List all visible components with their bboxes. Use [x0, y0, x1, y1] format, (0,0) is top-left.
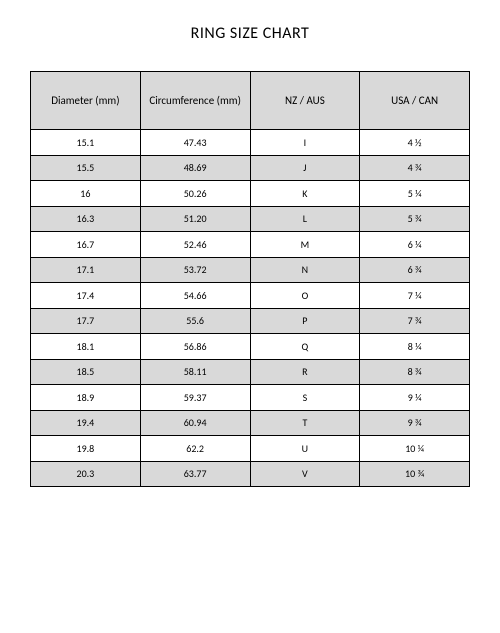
table-row: 16 50.26 K 5 ¼ [31, 181, 470, 207]
cell-circumference: 50.26 [140, 181, 250, 207]
cell-nz-aus: K [250, 181, 360, 207]
cell-circumference: 56.86 [140, 334, 250, 360]
col-circumference: Circumference (mm) [140, 72, 250, 130]
cell-nz-aus: I [250, 130, 360, 156]
table-row: 18.1 56.86 Q 8 ¼ [31, 334, 470, 360]
table-row: 17.4 54.66 O 7 ¼ [31, 283, 470, 309]
page-title: RING SIZE CHART [30, 24, 470, 43]
table-row: 16.7 52.46 M 6 ¼ [31, 232, 470, 258]
cell-circumference: 62.2 [140, 436, 250, 462]
cell-diameter: 17.7 [31, 308, 141, 334]
cell-circumference: 54.66 [140, 283, 250, 309]
cell-circumference: 52.46 [140, 232, 250, 258]
cell-usa-can: 7 ¼ [360, 283, 470, 309]
cell-nz-aus: J [250, 155, 360, 181]
cell-nz-aus: Q [250, 334, 360, 360]
cell-diameter: 18.5 [31, 359, 141, 385]
cell-circumference: 51.20 [140, 206, 250, 232]
table-row: 17.7 55.6 P 7 ¾ [31, 308, 470, 334]
cell-circumference: 47.43 [140, 130, 250, 156]
cell-diameter: 16.3 [31, 206, 141, 232]
cell-circumference: 53.72 [140, 257, 250, 283]
table-row: 15.5 48.69 J 4 ¾ [31, 155, 470, 181]
cell-nz-aus: V [250, 461, 360, 487]
cell-nz-aus: U [250, 436, 360, 462]
cell-circumference: 60.94 [140, 410, 250, 436]
table-row: 20.3 63.77 V 10 ¾ [31, 461, 470, 487]
cell-usa-can: 8 ¾ [360, 359, 470, 385]
cell-nz-aus: N [250, 257, 360, 283]
cell-diameter: 16.7 [31, 232, 141, 258]
cell-nz-aus: L [250, 206, 360, 232]
table-row: 15.1 47.43 I 4 ½ [31, 130, 470, 156]
cell-usa-can: 5 ¼ [360, 181, 470, 207]
cell-usa-can: 8 ¼ [360, 334, 470, 360]
ring-size-table: Diameter (mm) Circumference (mm) NZ / AU… [30, 71, 470, 487]
table-row: 18.5 58.11 R 8 ¾ [31, 359, 470, 385]
cell-usa-can: 4 ½ [360, 130, 470, 156]
col-usa-can: USA / CAN [360, 72, 470, 130]
cell-circumference: 48.69 [140, 155, 250, 181]
cell-diameter: 15.5 [31, 155, 141, 181]
cell-diameter: 18.1 [31, 334, 141, 360]
cell-circumference: 63.77 [140, 461, 250, 487]
cell-usa-can: 9 ¼ [360, 385, 470, 411]
cell-circumference: 58.11 [140, 359, 250, 385]
col-nz-aus: NZ / AUS [250, 72, 360, 130]
cell-nz-aus: S [250, 385, 360, 411]
table-header-row: Diameter (mm) Circumference (mm) NZ / AU… [31, 72, 470, 130]
cell-circumference: 55.6 [140, 308, 250, 334]
table-row: 19.8 62.2 U 10 ¼ [31, 436, 470, 462]
cell-nz-aus: R [250, 359, 360, 385]
table-row: 17.1 53.72 N 6 ¾ [31, 257, 470, 283]
cell-usa-can: 5 ¾ [360, 206, 470, 232]
cell-usa-can: 10 ¼ [360, 436, 470, 462]
cell-diameter: 19.4 [31, 410, 141, 436]
cell-usa-can: 7 ¾ [360, 308, 470, 334]
table-row: 19.4 60.94 T 9 ¾ [31, 410, 470, 436]
cell-diameter: 19.8 [31, 436, 141, 462]
cell-diameter: 20.3 [31, 461, 141, 487]
cell-diameter: 18.9 [31, 385, 141, 411]
cell-diameter: 16 [31, 181, 141, 207]
table-row: 16.3 51.20 L 5 ¾ [31, 206, 470, 232]
cell-usa-can: 6 ¼ [360, 232, 470, 258]
cell-diameter: 17.1 [31, 257, 141, 283]
cell-usa-can: 10 ¾ [360, 461, 470, 487]
cell-usa-can: 6 ¾ [360, 257, 470, 283]
cell-nz-aus: M [250, 232, 360, 258]
cell-diameter: 17.4 [31, 283, 141, 309]
cell-diameter: 15.1 [31, 130, 141, 156]
col-diameter: Diameter (mm) [31, 72, 141, 130]
cell-nz-aus: O [250, 283, 360, 309]
cell-circumference: 59.37 [140, 385, 250, 411]
cell-usa-can: 9 ¾ [360, 410, 470, 436]
cell-nz-aus: T [250, 410, 360, 436]
table-row: 18.9 59.37 S 9 ¼ [31, 385, 470, 411]
cell-usa-can: 4 ¾ [360, 155, 470, 181]
cell-nz-aus: P [250, 308, 360, 334]
